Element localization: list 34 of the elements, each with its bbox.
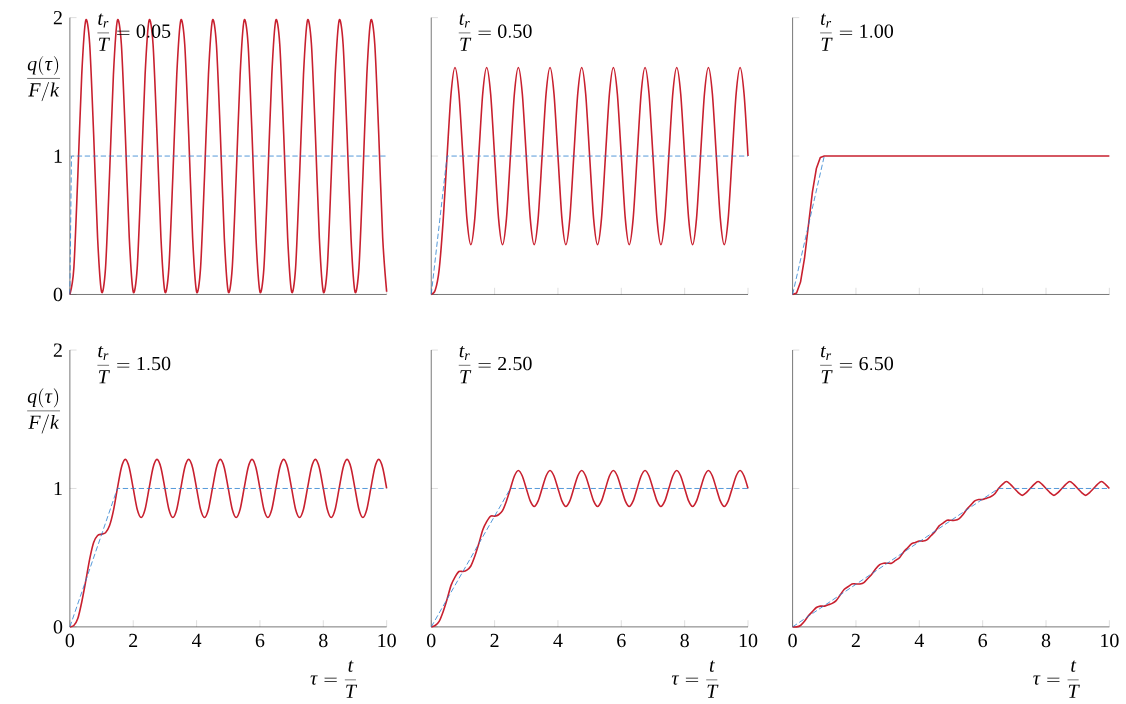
x-tick-label: 8: [1041, 633, 1051, 648]
x-tick-label: 6: [255, 633, 265, 647]
x-tick-label: 10: [739, 633, 758, 648]
annotation: $\frac{t_r}{T}=1.00$: [820, 13, 894, 51]
x-tick-label: 2: [490, 633, 499, 647]
x-tick-label: 8: [680, 633, 689, 648]
y-axis-title: $\frac{q(\tau)}{F/k}$: [27, 388, 61, 434]
y-tick-label: 2: [53, 10, 62, 25]
x-tick-label: 4: [914, 633, 924, 647]
annotation: $\frac{t_r}{T}=2.50$: [458, 345, 532, 384]
x-tick-label: 6: [978, 633, 988, 647]
y-axis-title: $\frac{q(\tau)}{F/k}$: [27, 55, 61, 101]
x-axis-title: $\tau=\frac{t}{T}$: [671, 660, 719, 698]
x-tick-label: 10: [1101, 633, 1119, 648]
x-axis-title: $\tau=\frac{t}{T}$: [1033, 660, 1080, 698]
y-tick-label: 0: [53, 619, 63, 634]
y-tick-label: 0: [53, 287, 63, 301]
x-tick-label: 0: [427, 633, 436, 648]
x-tick-label: 2: [129, 633, 138, 647]
x-tick-label: 6: [617, 633, 626, 647]
y-tick-label: 1: [54, 149, 62, 163]
x-axis-title: $\tau=\frac{t}{T}$: [310, 660, 358, 698]
x-tick-label: 0: [788, 633, 797, 648]
x-tick-label: 2: [851, 633, 860, 647]
x-tick-label: 0: [65, 633, 75, 648]
y-tick-label: 1: [54, 481, 62, 495]
x-tick-label: 4: [191, 633, 202, 647]
x-tick-label: 10: [378, 633, 396, 648]
annotation: $\frac{t_r}{T}=0.50$: [458, 13, 532, 51]
x-tick-label: 4: [553, 633, 563, 647]
annotation: $\frac{t_r}{T}=1.50$: [97, 345, 171, 384]
annotation: $\frac{t_r}{T}=6.50$: [820, 345, 894, 384]
x-tick-label: 8: [319, 633, 328, 648]
y-tick-label: 2: [53, 343, 62, 357]
